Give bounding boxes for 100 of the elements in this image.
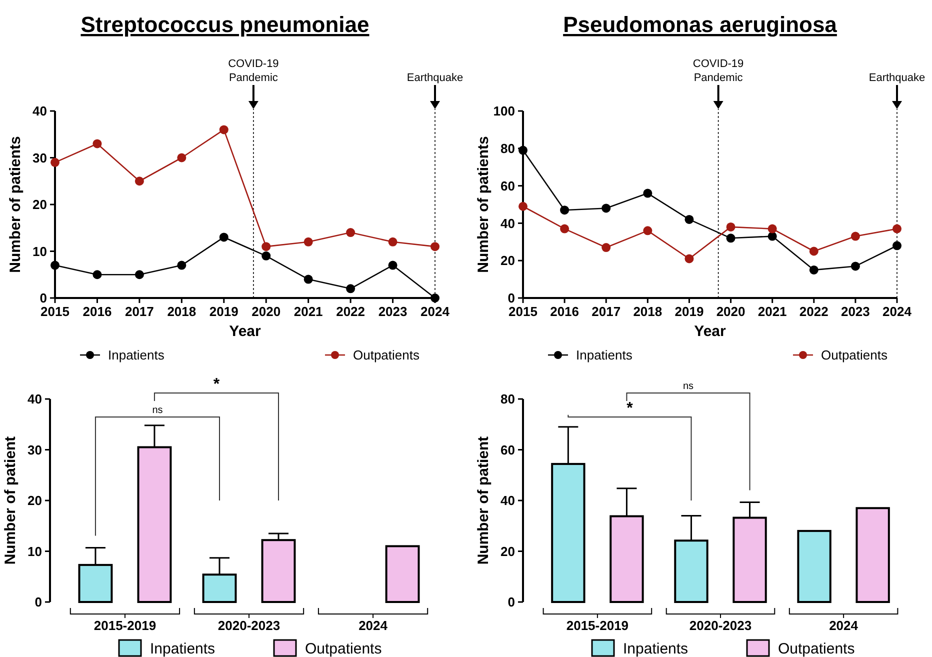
legend-label: Inpatients — [576, 348, 633, 363]
point — [892, 241, 902, 250]
y-tick-label: 40 — [28, 392, 42, 407]
point — [388, 237, 398, 246]
y-tick-label: 40 — [32, 104, 47, 119]
point — [92, 139, 102, 148]
point — [726, 234, 736, 243]
point — [346, 228, 356, 238]
legend-label: Outpatients — [353, 348, 420, 363]
x-tick-label: 2016 — [82, 304, 112, 319]
point — [177, 153, 186, 162]
y-tick-label: 40 — [500, 493, 515, 508]
point — [177, 260, 186, 270]
point — [430, 242, 440, 252]
point — [684, 254, 694, 264]
x-tick-label: 2024 — [882, 304, 912, 319]
point — [602, 204, 611, 213]
point — [768, 232, 777, 241]
chart-title: Streptococcus pneumoniae — [80, 12, 370, 37]
point — [219, 125, 228, 134]
x-tick-label: 2020 — [252, 304, 281, 319]
y-tick-label: 20 — [32, 197, 47, 212]
point — [850, 262, 860, 271]
point — [643, 188, 652, 198]
point — [560, 224, 570, 234]
y-tick-label: 0 — [508, 290, 515, 306]
point — [643, 226, 652, 236]
point — [602, 243, 611, 252]
point — [684, 214, 694, 224]
x-tick-label: 2015 — [40, 304, 70, 319]
y-tick-label: 10 — [28, 544, 42, 559]
x-tick-label: 2020-2023 — [689, 618, 752, 633]
bar — [385, 545, 420, 603]
x-tick-label: 2019 — [209, 304, 238, 319]
x-tick-label: 2022 — [336, 304, 366, 319]
point — [92, 270, 102, 280]
point — [262, 251, 271, 260]
x-tick-label: 2017 — [124, 304, 154, 319]
y-tick-label: 30 — [28, 442, 42, 458]
chart-title: Pseudomonas aeruginosa — [563, 12, 838, 37]
point — [809, 246, 818, 256]
legend-label: Outpatients — [778, 640, 855, 657]
x-tick-label: 2015 — [508, 304, 538, 319]
y-axis-title: Number of patients — [7, 136, 24, 273]
x-axis-title: Year — [229, 323, 262, 340]
bar — [797, 530, 832, 603]
text: * — [213, 376, 220, 393]
legend-label: Inpatients — [623, 640, 688, 657]
point — [726, 222, 736, 232]
y-axis-title: Number of patients — [475, 136, 492, 273]
y-axis-title: Number of patient — [2, 436, 19, 565]
y-tick-label: 0 — [508, 594, 515, 610]
y-tick-label: 100 — [493, 104, 515, 119]
point — [262, 242, 271, 252]
legend-label: Outpatients — [305, 640, 382, 657]
y-tick-label: 0 — [40, 290, 47, 306]
y-tick-label: 80 — [500, 140, 515, 156]
annotation: * — [626, 400, 634, 417]
legend-label: Outpatients — [821, 348, 888, 363]
y-tick-label: 0 — [34, 594, 42, 610]
x-tick-label: 2024 — [829, 618, 859, 633]
point — [304, 274, 313, 284]
x-tick-label: 2020 — [716, 304, 746, 319]
y-tick-label: 60 — [500, 178, 515, 194]
ref-line-label: COVID-19 Pandemic — [692, 58, 744, 84]
y-tick-label: 20 — [500, 253, 515, 268]
point — [50, 260, 60, 270]
x-tick-label: 2024 — [420, 304, 450, 319]
x-tick-label: 2015-2019 — [566, 618, 629, 633]
point — [560, 206, 570, 215]
point — [892, 224, 902, 234]
y-tick-label: 30 — [32, 150, 47, 166]
y-tick-label: 40 — [500, 216, 515, 231]
x-tick-label: 2016 — [550, 304, 580, 319]
x-tick-label: 2015-2019 — [94, 618, 156, 633]
x-tick-label: 2023 — [840, 304, 870, 319]
x-tick-label: 2018 — [633, 304, 662, 319]
point — [134, 176, 144, 186]
x-tick-label: 2024 — [358, 618, 388, 633]
point — [388, 260, 398, 270]
legend-label: Inpatients — [108, 348, 165, 363]
point — [50, 158, 60, 167]
y-tick-label: 10 — [32, 244, 47, 259]
point — [850, 232, 860, 241]
x-axis-title: Year — [694, 323, 726, 340]
x-tick-label: 2021 — [294, 304, 323, 319]
annotation: ns — [152, 405, 163, 416]
ref-line-label: Earthquake — [406, 72, 464, 84]
x-tick-label: 2022 — [799, 304, 828, 319]
point — [809, 265, 818, 274]
text: ns — [682, 381, 694, 392]
y-tick-label: 60 — [500, 442, 515, 458]
x-tick-label: 2023 — [378, 304, 408, 319]
bar — [856, 507, 890, 603]
point — [219, 232, 228, 242]
x-tick-label: 2019 — [674, 304, 704, 319]
point — [304, 237, 313, 246]
x-tick-label: 2018 — [167, 304, 196, 319]
legend-label: Inpatients — [150, 640, 216, 657]
point — [768, 224, 777, 234]
